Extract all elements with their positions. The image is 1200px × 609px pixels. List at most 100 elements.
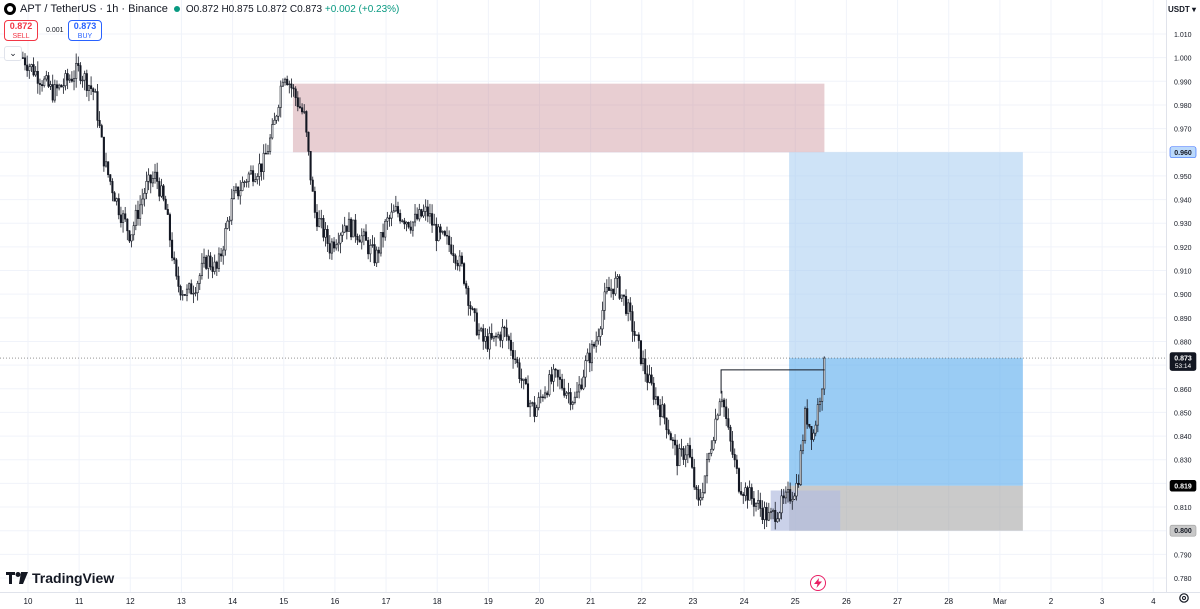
candle-body <box>509 339 512 351</box>
candle-body <box>744 487 747 497</box>
price-label-text: 0.819 <box>1174 483 1192 490</box>
candle-body <box>49 84 52 87</box>
candle-body <box>769 511 772 513</box>
candle-body <box>303 111 306 113</box>
candle-body <box>656 396 660 406</box>
x-tick-label: 13 <box>177 597 186 606</box>
lightning-icon[interactable] <box>810 575 826 591</box>
candle-body <box>324 229 327 238</box>
buy-button[interactable]: 0.873 BUY <box>68 20 102 41</box>
candle-body <box>241 181 244 191</box>
candle-body <box>674 439 677 446</box>
candle-body <box>141 198 144 206</box>
candle-body <box>818 401 822 405</box>
chevron-down-icon: ⌄ <box>9 48 17 58</box>
candle-body <box>469 305 472 310</box>
candle-body <box>703 475 706 493</box>
candle-body <box>207 255 210 269</box>
candle-body <box>356 235 359 241</box>
candle-body <box>663 404 666 419</box>
candle-body <box>565 392 568 396</box>
candle-body <box>339 234 342 244</box>
candle-body <box>277 107 280 117</box>
candle-body <box>254 179 257 182</box>
symbol-name[interactable]: APT <box>20 3 42 15</box>
candle-body <box>66 73 69 81</box>
candle-body <box>360 235 363 243</box>
x-tick-label: 15 <box>279 597 288 606</box>
y-tick-label: 0.920 <box>1174 245 1192 252</box>
collapse-legend-button[interactable]: ⌄ <box>4 46 22 61</box>
candle-body <box>708 453 711 460</box>
candle-body <box>477 329 481 336</box>
sell-button[interactable]: 0.872 SELL <box>4 20 38 41</box>
candle-body <box>503 326 506 329</box>
candle-body <box>520 378 523 381</box>
y-tick-label: 0.890 <box>1174 316 1192 323</box>
candle-body <box>164 198 167 210</box>
tradingview-logo: TradingView <box>6 570 114 586</box>
candle-body <box>635 334 638 336</box>
candle-body <box>676 444 679 467</box>
y-tick-label: 0.830 <box>1174 458 1192 465</box>
candle-body <box>492 335 495 339</box>
candle-body <box>535 407 538 417</box>
candle-body <box>411 221 414 231</box>
candle-body <box>601 310 604 330</box>
candle-body <box>433 223 436 226</box>
x-tick-label: 24 <box>740 597 749 606</box>
candle-body <box>571 402 574 405</box>
candle-body <box>413 213 417 223</box>
candle-body <box>742 494 745 497</box>
candle-body <box>575 391 579 398</box>
target-zone[interactable] <box>789 152 1023 359</box>
candle-body <box>558 376 562 380</box>
candle-body <box>644 358 647 375</box>
candle-body <box>196 283 199 294</box>
price-label-box <box>1169 146 1197 159</box>
candle-body <box>678 448 681 467</box>
candle-body <box>531 402 534 404</box>
candle-body <box>185 288 189 296</box>
currency-selector[interactable]: USDT ▾ <box>1168 2 1198 18</box>
brand-name: TradingView <box>32 570 115 586</box>
candle-body <box>128 230 131 242</box>
candle-body <box>512 350 515 360</box>
candle-body <box>563 387 566 396</box>
candle-body <box>437 226 440 242</box>
ohlc-close: C0.873 <box>289 3 323 15</box>
y-tick-label: 0.860 <box>1174 387 1192 394</box>
candle-body <box>330 241 333 254</box>
supply-zone[interactable] <box>292 83 825 153</box>
y-tick-label: 0.790 <box>1174 552 1192 559</box>
x-tick-label: 25 <box>791 597 800 606</box>
candle-body <box>200 262 203 276</box>
candle-body <box>799 450 802 485</box>
candle-body <box>661 404 664 418</box>
price-axis-panel[interactable] <box>1166 0 1200 609</box>
candle-body <box>318 218 321 227</box>
candle-body <box>488 333 491 350</box>
candle-body <box>757 500 760 504</box>
candle-body <box>494 335 498 338</box>
y-tick-label: 0.970 <box>1174 127 1192 134</box>
candle-body <box>605 287 608 293</box>
candle-body <box>58 84 61 89</box>
symbol-description[interactable]: TetherUS · 1h · Binance <box>50 3 168 15</box>
candle-body <box>548 374 551 396</box>
swing-high-line[interactable] <box>720 369 825 394</box>
candle-body <box>260 163 263 172</box>
candle-body <box>475 312 478 336</box>
candle-body <box>275 115 278 121</box>
candle-body <box>153 171 157 179</box>
candle-body <box>162 185 165 200</box>
candle-body <box>38 83 41 85</box>
candle-body <box>593 343 596 347</box>
candle-body <box>586 352 589 361</box>
gear-icon[interactable] <box>1178 592 1190 604</box>
entry-zone[interactable] <box>789 358 1023 486</box>
candle-body <box>669 433 672 441</box>
